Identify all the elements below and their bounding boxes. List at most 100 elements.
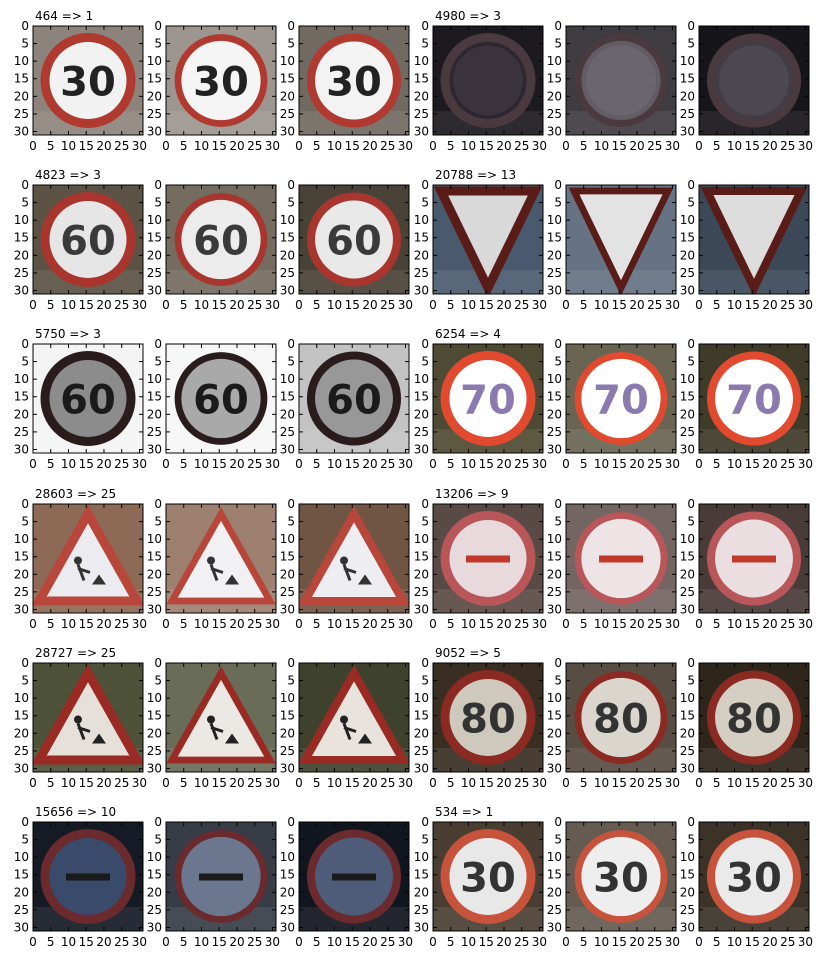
y-tick-label: 15 [14,231,29,245]
x-tick-label: 20 [629,776,644,790]
panel-title: 13206 => 9 [435,487,509,501]
y-tick-label: 25 [280,425,295,439]
sign-number: 60 [326,219,382,265]
x-tick-label: 15 [612,776,627,790]
y-tick-label: 25 [147,425,162,439]
x-tick-label: 5 [47,457,55,471]
x-tick-label: 25 [514,617,529,631]
sign-number: 70 [593,378,649,424]
sign-triangle [299,664,409,765]
axes-frame [165,503,277,614]
x-tick-label: 25 [647,298,662,312]
y-tick-label: 10 [280,691,295,705]
y-tick-label: 10 [280,213,295,227]
x-tick-label: 10 [594,457,609,471]
panel-title: 9052 => 5 [435,646,501,660]
sign-number: 60 [193,378,249,424]
axes-frame [32,184,144,295]
y-tick-label: 15 [14,868,29,882]
x-tick-label: 15 [345,935,360,949]
axes-frame [698,25,810,136]
x-tick-label: 20 [96,457,111,471]
x-tick-label: 30 [398,935,413,949]
x-tick-label: 5 [580,617,588,631]
x-tick-label: 0 [162,935,170,949]
y-tick-label: 20 [414,407,429,421]
x-tick-label: 30 [265,776,280,790]
x-tick-label: 30 [398,776,413,790]
x-tick-label: 15 [612,298,627,312]
axes-frame [298,662,410,773]
x-tick-label: 25 [647,139,662,153]
sign-image [566,504,676,613]
x-tick-label: 30 [398,139,413,153]
x-tick-label: 10 [461,298,476,312]
y-tick-label: 15 [680,231,695,245]
y-tick-label: 20 [680,885,695,899]
x-tick-label: 5 [447,935,455,949]
sign-number: 80 [726,697,782,743]
worker-body [209,563,224,582]
y-tick-label: 25 [680,107,695,121]
y-tick-label: 10 [547,850,562,864]
x-tick-label: 0 [29,457,37,471]
y-tick-label: 0 [687,497,695,511]
x-tick-label: 20 [362,935,377,949]
y-tick-label: 5 [154,355,162,369]
y-tick-label: 30 [680,442,695,456]
x-tick-label: 15 [212,776,227,790]
y-tick-label: 25 [414,585,429,599]
x-tick-label: 20 [762,935,777,949]
x-tick-label: 0 [162,457,170,471]
y-tick-label: 20 [280,407,295,421]
y-tick-label: 10 [547,691,562,705]
y-tick-label: 30 [414,602,429,616]
y-tick-label: 5 [21,355,29,369]
x-tick-label: 20 [496,298,511,312]
y-tick-label: 0 [687,337,695,351]
y-tick-label: 15 [280,390,295,404]
y-tick-label: 20 [147,567,162,581]
sign-image [433,185,543,294]
y-tick-label: 0 [21,656,29,670]
y-tick-label: 25 [547,425,562,439]
worker-head [340,556,348,565]
y-tick-label: 20 [547,726,562,740]
x-tick-label: 30 [132,457,147,471]
x-tick-label: 15 [79,139,94,153]
x-tick-label: 10 [194,935,209,949]
x-tick-label: 10 [194,617,209,631]
y-tick-label: 25 [547,585,562,599]
axes-frame [298,25,410,136]
y-tick-label: 5 [554,833,562,847]
x-tick-label: 15 [745,139,760,153]
sign-number: 30 [593,856,649,902]
x-tick-label: 25 [647,457,662,471]
y-tick-label: 5 [421,833,429,847]
x-tick-label: 5 [180,139,188,153]
y-tick-label: 0 [421,178,429,192]
x-tick-label: 5 [580,457,588,471]
y-tick-label: 5 [21,515,29,529]
y-tick-label: 10 [547,372,562,386]
y-tick-label: 30 [547,442,562,456]
y-tick-label: 15 [680,72,695,86]
sign-bar [466,555,510,563]
y-tick-label: 0 [421,815,429,829]
sign-image: 30 [299,26,409,135]
panel-title: 20788 => 13 [435,168,516,182]
y-tick-label: 15 [414,709,429,723]
x-tick-label: 10 [61,776,76,790]
y-tick-label: 5 [421,515,429,529]
y-tick-label: 15 [680,868,695,882]
y-tick-label: 20 [680,248,695,262]
x-tick-label: 20 [629,457,644,471]
y-tick-label: 30 [147,920,162,934]
